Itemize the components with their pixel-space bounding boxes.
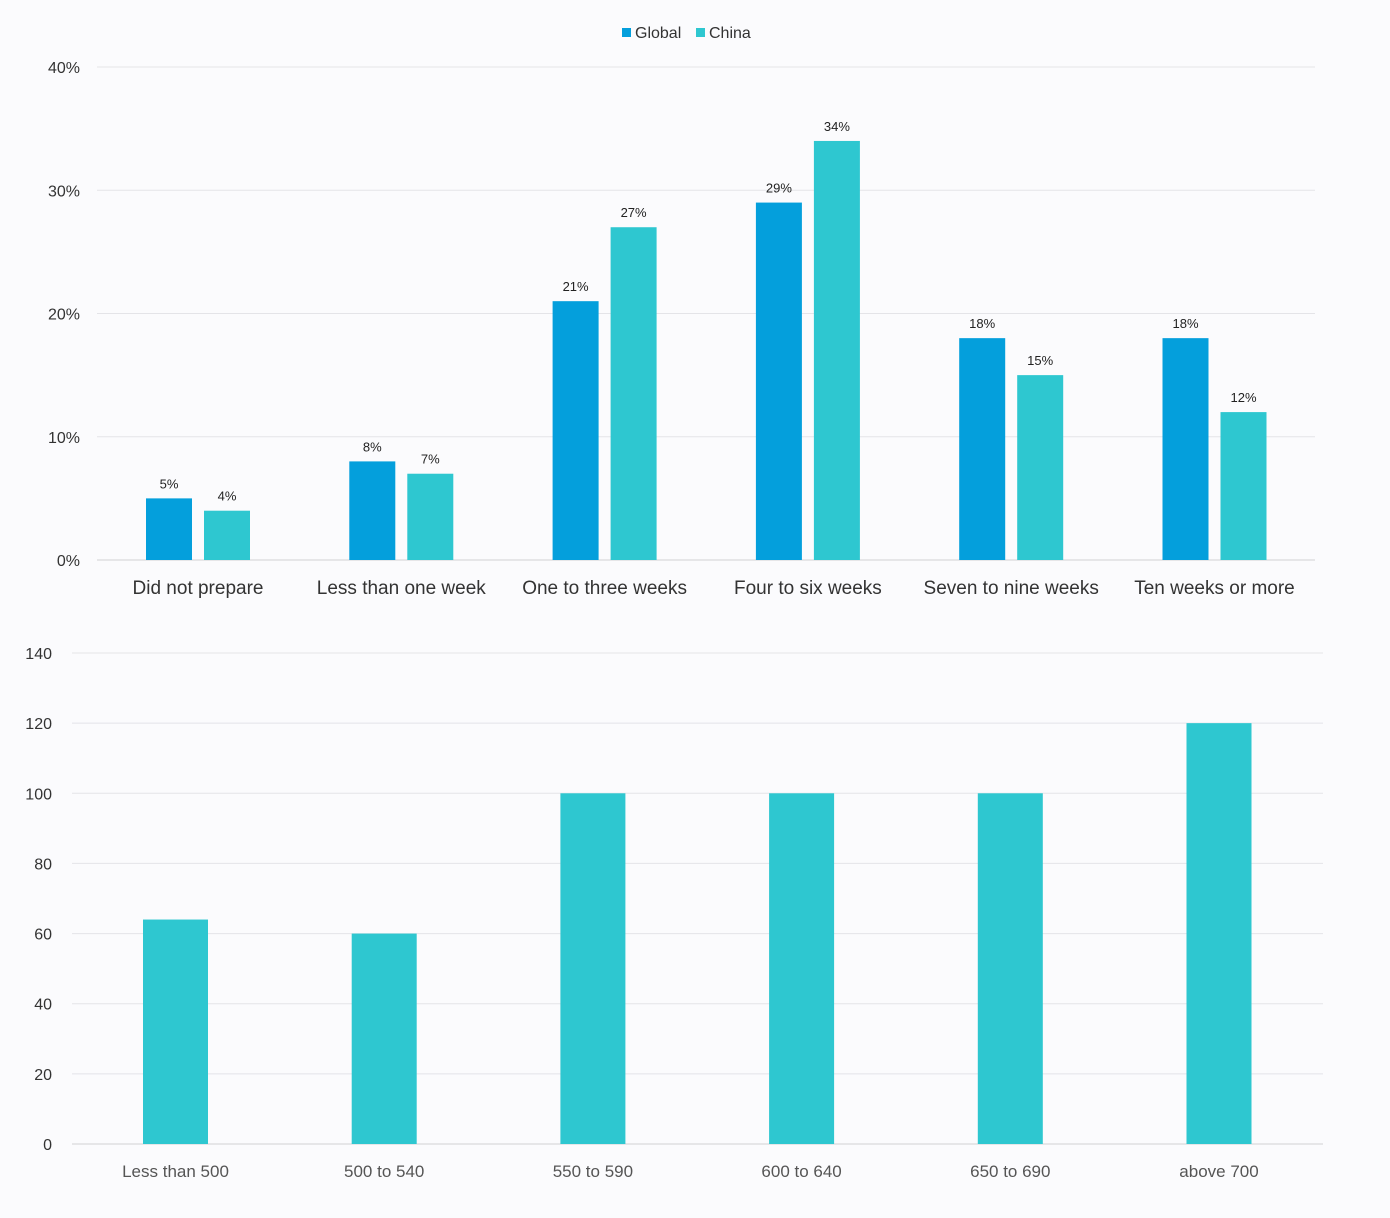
bar-global: [552, 301, 599, 560]
bar: [351, 933, 417, 1144]
x-tick-label: Did not prepare: [133, 578, 264, 599]
x-tick-label: Less than one week: [317, 578, 487, 599]
y-tick-label: 60: [34, 927, 52, 944]
x-tick-label: Less than 500: [122, 1162, 229, 1181]
bar-global: [146, 498, 192, 560]
x-tick-label: above 700: [1179, 1162, 1258, 1181]
x-tick-label: One to three weeks: [522, 578, 687, 599]
legend-label: China: [709, 25, 751, 42]
y-tick-label: 30%: [48, 183, 80, 200]
data-label: 18%: [1172, 316, 1198, 331]
y-tick-label: 120: [25, 716, 52, 733]
bar-china: [1220, 412, 1267, 560]
x-tick-label: 500 to 540: [344, 1162, 424, 1181]
x-tick-label: 650 to 690: [970, 1162, 1050, 1181]
bar-global: [959, 338, 1006, 560]
data-label: 29%: [766, 181, 792, 196]
y-tick-label: 0%: [57, 553, 80, 570]
y-tick-label: 100: [25, 786, 52, 803]
y-tick-label: 80: [34, 856, 52, 873]
bar-china: [813, 140, 860, 560]
legend-label: Global: [635, 25, 681, 42]
data-label: 15%: [1027, 353, 1053, 368]
data-label: 8%: [363, 439, 382, 454]
x-tick-label: Ten weeks or more: [1134, 578, 1295, 599]
y-tick-label: 20: [34, 1067, 52, 1084]
data-label: 18%: [969, 316, 995, 331]
bar: [143, 919, 208, 1144]
data-label: 34%: [824, 119, 850, 134]
data-label: 7%: [421, 452, 440, 467]
x-tick-label: Four to six weeks: [734, 578, 882, 599]
bar-china: [1017, 375, 1064, 560]
bar-global: [755, 202, 802, 560]
y-tick-label: 20%: [48, 307, 80, 324]
y-tick-label: 140: [25, 646, 52, 663]
legend-swatch-china: [696, 28, 705, 37]
y-tick-label: 40: [34, 997, 52, 1014]
data-label: 27%: [621, 205, 647, 220]
bar: [560, 793, 626, 1144]
data-label: 5%: [160, 476, 179, 491]
y-tick-label: 0: [43, 1137, 52, 1154]
bar: [769, 793, 835, 1144]
legend-swatch-global: [622, 28, 631, 37]
bar: [1186, 723, 1252, 1144]
bar-china: [204, 510, 250, 560]
y-tick-label: 40%: [48, 60, 80, 77]
bar-global: [349, 461, 396, 560]
bar-global: [1162, 338, 1209, 560]
x-tick-label: 600 to 640: [761, 1162, 841, 1181]
data-label: 21%: [563, 279, 589, 294]
bar-china: [407, 473, 454, 560]
x-tick-label: 550 to 590: [553, 1162, 633, 1181]
x-tick-label: Seven to nine weeks: [924, 578, 1099, 599]
bar: [977, 793, 1043, 1144]
bar-china: [610, 227, 657, 560]
data-label: 4%: [218, 489, 237, 504]
y-tick-label: 10%: [48, 430, 80, 447]
data-label: 12%: [1230, 390, 1256, 405]
